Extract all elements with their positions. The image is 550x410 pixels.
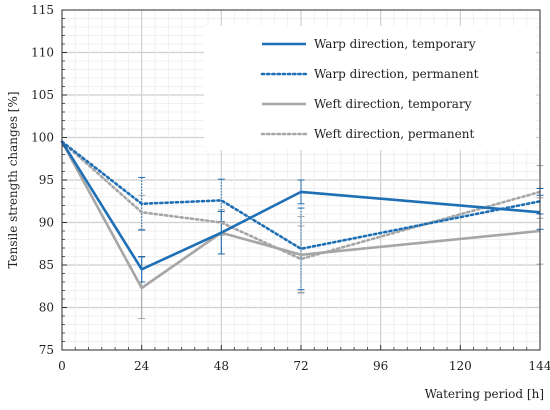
y-tick-label: 85 [39,258,54,272]
legend-label: Weft direction, temporary [314,97,472,111]
y-tick-label: 80 [39,301,54,315]
x-tick-label: 72 [293,359,308,373]
legend-box [204,26,536,150]
x-tick-label: 120 [449,359,472,373]
y-tick-label: 75 [39,343,54,357]
x-tick-label: 24 [134,359,150,373]
y-tick-label: 115 [31,3,54,17]
axes: 75 80 85 90 95 100 105 110 115 0 24 48 72 96 120 144 [31,3,550,373]
legend-label: Weft direction, permanent [314,127,474,141]
y-tick-label: 90 [39,216,54,230]
legend: Warp direction, temporary Warp direction,… [204,26,536,150]
y-tick-label: 100 [31,131,54,145]
y-tick-label: 105 [31,88,54,102]
legend-label: Warp direction, temporary [314,37,476,51]
x-tick-label: 144 [529,359,550,373]
x-tick-label: 0 [58,359,66,373]
legend-label: Warp direction, permanent [314,67,479,81]
series-line [60,141,541,271]
x-tick-label: 48 [214,359,229,373]
series-lines [60,140,542,290]
y-axis-label: Tensile strength changes [%] [6,91,20,268]
x-tick-label: 96 [373,359,388,373]
series-line [60,140,542,261]
series-line [60,140,542,251]
x-axis-label: Watering period [h] [425,387,544,401]
y-tick-label: 95 [39,173,54,187]
y-tick-label: 110 [31,46,54,60]
